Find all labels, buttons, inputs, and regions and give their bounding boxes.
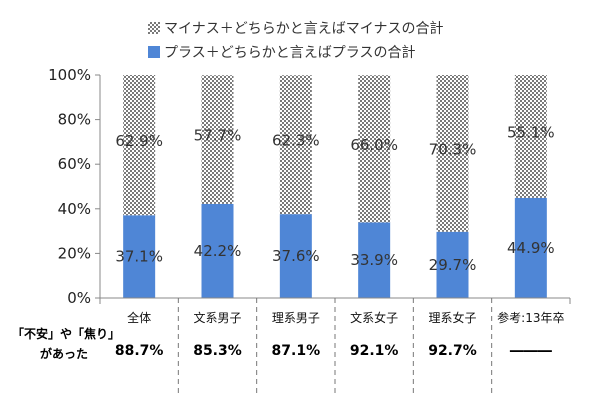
y-tick-label: 0% <box>67 289 91 307</box>
data-label-minus: 70.3% <box>429 140 477 158</box>
bar-segment-plus <box>123 215 156 298</box>
y-tick-label: 20% <box>58 244 91 262</box>
extra-row-label-line2: があった <box>40 346 88 361</box>
bar-segment-plus <box>436 231 469 298</box>
data-label-plus: 44.9% <box>507 239 555 257</box>
x-tick-label: 理系女子 <box>428 310 476 325</box>
bar-segment-plus <box>358 222 391 298</box>
extra-row: 「不安」や「焦り」 があった 88.7% 85.3% 87.1% 92.1% 92.7%… <box>12 326 552 361</box>
bar-segment-plus <box>514 197 547 298</box>
legend-swatch-plus <box>148 46 160 58</box>
y-tick-label: 80% <box>58 111 91 129</box>
x-tick-label: 全体 <box>127 310 151 325</box>
extra-row-label-line1: 「不安」や「焦り」 <box>12 326 120 341</box>
bars <box>123 75 547 298</box>
data-label-minus: 57.7% <box>194 127 242 145</box>
bar-segment-minus <box>358 75 391 223</box>
data-label-minus: 66.0% <box>350 136 398 154</box>
bar-segment-minus <box>514 75 547 198</box>
extra-row-value: ――― <box>510 343 552 359</box>
extra-row-value: 85.3% <box>193 343 242 359</box>
y-tick-label: 40% <box>58 200 91 218</box>
extra-row-value: 88.7% <box>115 343 164 359</box>
data-label-plus: 29.7% <box>429 256 477 274</box>
legend-label-minus: マイナス＋どちらかと言えばマイナスの合計 <box>164 21 443 37</box>
x-tick-label: 参考:13年卒 <box>497 310 564 325</box>
data-label-plus: 37.1% <box>115 248 163 266</box>
x-tick-label: 理系男子 <box>272 311 320 325</box>
bar-segment-minus <box>436 75 469 232</box>
legend-swatch-minus <box>148 22 160 34</box>
x-axis: 全体 文系男子 理系男子 文系女子 理系女子 参考:13年卒 <box>99 297 571 395</box>
bar-segment-plus <box>201 203 234 298</box>
y-axis: 0% 20% 40% 60% 80% 100% <box>48 66 101 307</box>
data-label-minus: 55.1% <box>507 123 555 141</box>
legend: マイナス＋どちらかと言えばマイナスの合計 プラス＋どちらかと言えばプラスの合計 <box>148 21 443 61</box>
bar-segment-minus <box>279 75 312 215</box>
bar-segment-minus <box>201 75 234 204</box>
extra-row-value: 87.1% <box>272 343 321 359</box>
segment-labels: 37.1% 62.9% 42.2% 57.7% 37.6% 62.3% 33.9% 66.0%… <box>115 123 554 273</box>
legend-label-plus: プラス＋どちらかと言えばプラスの合計 <box>164 45 415 61</box>
data-label-minus: 62.9% <box>115 132 163 150</box>
bar-segment-minus <box>123 75 156 216</box>
y-tick-label: 60% <box>58 155 91 173</box>
data-label-plus: 37.6% <box>272 247 320 265</box>
extra-row-value: 92.7% <box>428 343 477 359</box>
data-label-plus: 42.2% <box>194 242 242 260</box>
x-tick-label: 文系男子 <box>193 310 241 325</box>
data-label-minus: 62.3% <box>272 132 320 150</box>
data-label-plus: 33.9% <box>350 251 398 269</box>
extra-row-value: 92.1% <box>350 343 399 359</box>
y-tick-label: 100% <box>48 66 91 84</box>
bar-segment-plus <box>279 214 312 298</box>
x-tick-label: 文系女子 <box>350 310 398 325</box>
